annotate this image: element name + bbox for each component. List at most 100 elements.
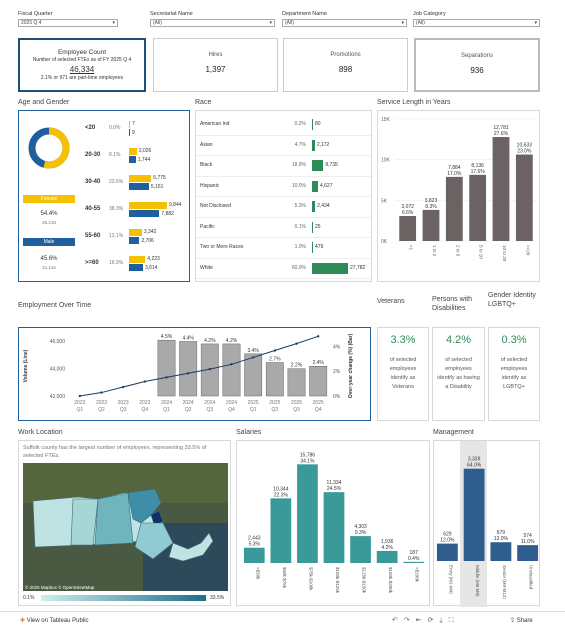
salary-bar[interactable]: [376, 550, 398, 563]
disabilities-card[interactable]: 4.2% of selected employees identify as h…: [432, 327, 485, 421]
race-row[interactable]: Two or More Races 1.0% 479: [196, 238, 373, 259]
service-bar[interactable]: [422, 209, 440, 241]
management-bar[interactable]: [436, 543, 458, 561]
volume-point[interactable]: [295, 342, 298, 345]
yoy-bar[interactable]: [222, 343, 241, 397]
yoy-bar[interactable]: [244, 353, 263, 397]
revert-icon[interactable]: ⇤: [415, 617, 428, 624]
department-select[interactable]: (All) ▾: [282, 19, 407, 27]
share-button[interactable]: ⇪ Share: [510, 617, 533, 624]
tableau-public-link[interactable]: ✚ View on Tableau Public: [20, 617, 89, 624]
fiscal-quarter-select[interactable]: 2025 Q 4 ▾: [18, 19, 118, 27]
download-icon[interactable]: ⤓: [439, 617, 449, 624]
race-bar[interactable]: [312, 201, 316, 212]
map-southeast-region[interactable]: [134, 522, 174, 560]
veterans-card[interactable]: 3.3% of selected employees identify as V…: [377, 327, 429, 421]
fullscreen-icon[interactable]: ⛶: [448, 617, 460, 624]
management-bar[interactable]: [490, 542, 512, 561]
y-tick-label: 15K: [381, 117, 391, 123]
salary-bar[interactable]: [403, 561, 425, 563]
age-male-bar[interactable]: [129, 156, 136, 163]
volume-point[interactable]: [230, 363, 233, 366]
age-male-bar[interactable]: [129, 237, 140, 244]
map-cape-region[interactable]: [168, 532, 214, 562]
age-male-bar[interactable]: [129, 183, 149, 190]
age-female-bar[interactable]: [129, 175, 152, 182]
male-legend[interactable]: Male: [23, 238, 75, 246]
race-bar[interactable]: [312, 242, 313, 253]
salary-bar[interactable]: [350, 536, 371, 563]
secretariat-select[interactable]: (All) ▾: [150, 19, 275, 27]
volume-point[interactable]: [121, 385, 125, 389]
race-bar[interactable]: [312, 139, 315, 151]
kpi-promotions[interactable]: Promotions 898: [283, 38, 408, 92]
volume-point[interactable]: [165, 376, 168, 379]
map-view[interactable]: © 2025 Mapbox © OpenStreetMap: [23, 463, 228, 591]
race-row[interactable]: Not Disclosed 5.3% 2,434: [196, 197, 373, 218]
race-bar[interactable]: [312, 119, 313, 130]
kpi-hires[interactable]: Hires 1,397: [153, 38, 278, 92]
age-row[interactable]: >=60 16.9% 4,223 3,614: [81, 251, 189, 278]
volume-point[interactable]: [273, 349, 277, 352]
lgbtq-card[interactable]: 0.3% of selected employees identify as L…: [488, 327, 540, 421]
volume-point[interactable]: [251, 356, 255, 359]
map-franklin-region[interactable]: [70, 498, 99, 546]
volume-point[interactable]: [78, 394, 82, 398]
age-female-bar[interactable]: [129, 256, 146, 263]
race-row[interactable]: Pacific 0.1% 25: [196, 218, 373, 238]
service-bar[interactable]: [399, 216, 417, 241]
salary-bar[interactable]: [270, 498, 292, 563]
kpi-separations[interactable]: Separations 936: [414, 38, 540, 92]
race-bar[interactable]: [312, 180, 318, 192]
race-row[interactable]: White 60.0% 27,782: [196, 259, 373, 279]
yoy-bar[interactable]: [265, 362, 284, 397]
age-male-bar[interactable]: [129, 210, 160, 217]
race-row[interactable]: Asian 4.7% 2,172: [196, 136, 373, 156]
undo-icon[interactable]: ↶: [392, 617, 404, 624]
race-row[interactable]: Hispanic 10.0% 4,627: [196, 177, 373, 197]
age-female-bar[interactable]: [129, 148, 137, 155]
service-bar[interactable]: [492, 137, 510, 241]
race-row[interactable]: American Ind 0.2% 80: [196, 115, 373, 136]
redo-icon[interactable]: ↷: [403, 617, 416, 624]
salary-bar[interactable]: [323, 492, 345, 563]
volume-line[interactable]: [79, 335, 319, 397]
job-category-select[interactable]: (All) ▾: [413, 19, 540, 27]
salary-bar[interactable]: [243, 547, 265, 563]
age-row[interactable]: <20 0.0% 7 9: [81, 116, 189, 143]
race-bar[interactable]: [312, 221, 313, 233]
map-worcester-region[interactable]: [94, 492, 134, 546]
age-row[interactable]: 30-40 23.6% 5,775 5,161: [81, 170, 189, 197]
age-female-bar[interactable]: [129, 202, 167, 209]
volume-point[interactable]: [143, 380, 147, 383]
volume-point[interactable]: [208, 367, 212, 371]
yoy-bar[interactable]: [309, 365, 328, 397]
age-male-bar[interactable]: [129, 129, 130, 136]
age-row[interactable]: 20-30 8.1% 2,026 1,744: [81, 143, 189, 170]
race-bar[interactable]: [312, 160, 324, 171]
age-male-bar[interactable]: [129, 264, 143, 271]
volume-point[interactable]: [186, 372, 190, 375]
yoy-bar[interactable]: [287, 368, 306, 397]
age-row[interactable]: 40-55 38.3% 9,844 7,882: [81, 197, 189, 224]
race-bar[interactable]: [312, 262, 348, 274]
age-row[interactable]: 55-60 13.1% 3,342 2,706: [81, 224, 189, 251]
service-bar[interactable]: [445, 176, 463, 241]
salary-bar[interactable]: [297, 464, 318, 563]
yoy-bar[interactable]: [157, 339, 176, 397]
age-female-bar[interactable]: [129, 229, 142, 236]
service-bar[interactable]: [515, 154, 533, 241]
management-bar[interactable]: [517, 545, 539, 561]
service-bar[interactable]: [469, 174, 487, 241]
age-female-bar[interactable]: [129, 121, 130, 128]
volume-point[interactable]: [100, 391, 103, 394]
yoy-bar[interactable]: [179, 341, 198, 397]
management-bar[interactable]: [463, 468, 485, 561]
male-count: 21,116: [42, 265, 56, 270]
female-legend[interactable]: Female: [23, 195, 75, 203]
volume-point[interactable]: [316, 335, 320, 338]
donut-female-slice[interactable]: [28, 127, 70, 169]
refresh-icon[interactable]: ⟳: [427, 617, 440, 624]
race-row[interactable]: Black 18.9% 8,735: [196, 156, 373, 177]
kpi-employee-count[interactable]: Employee Count Number of selected FTEs a…: [18, 38, 146, 92]
